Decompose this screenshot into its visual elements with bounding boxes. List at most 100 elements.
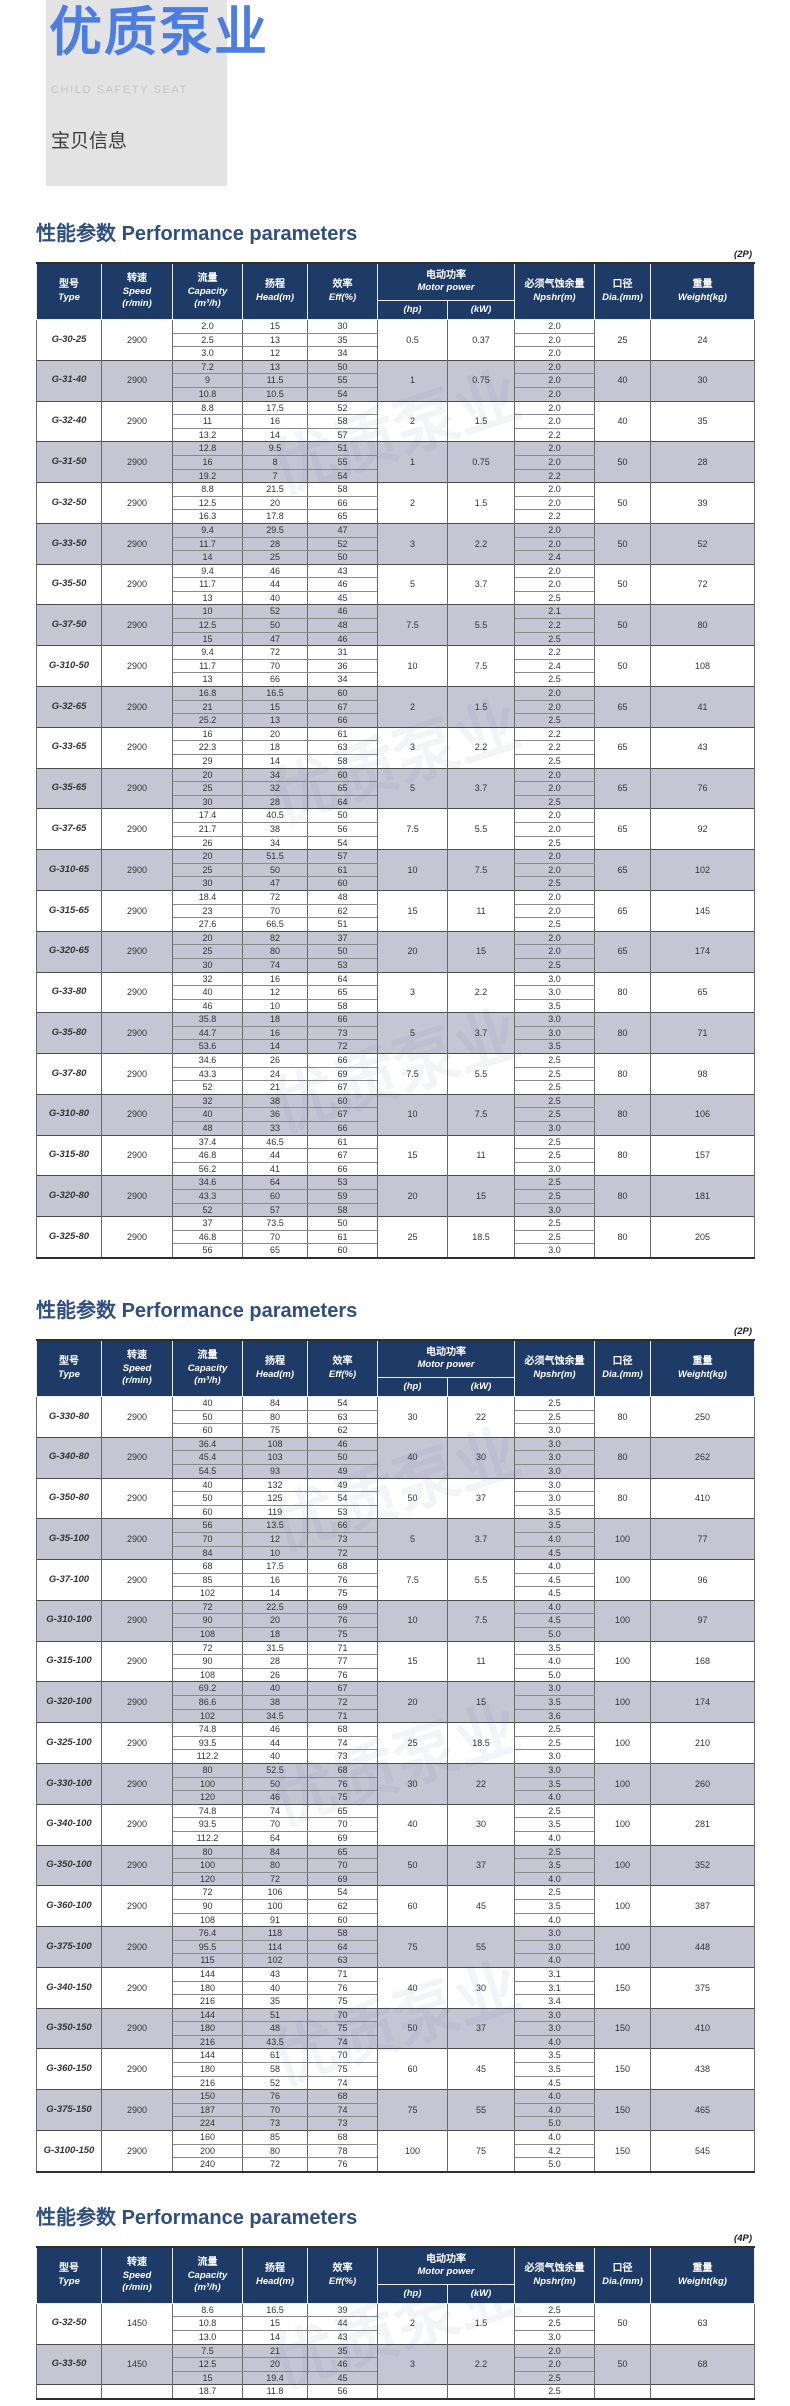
head-value: 14 bbox=[242, 1039, 308, 1054]
table-row: G-33-50 2900 9.4 29.5 47 3 2.2 2.0 50 52 bbox=[36, 522, 755, 565]
col-header-eff-label: 效率 bbox=[332, 1356, 353, 1368]
eff-value: 66 bbox=[307, 496, 378, 511]
col-header-capacity-label: Capacity bbox=[187, 1362, 228, 1374]
table-row: 3.0 12 34 2.0 bbox=[37, 346, 755, 361]
speed-cell: 2900 bbox=[101, 2007, 173, 2049]
npshr-value: 4.0 bbox=[514, 1872, 595, 1886]
npshr-value: 4.0 bbox=[514, 2035, 595, 2049]
table-row: G-310-80 2900 32 38 60 10 7.5 2.5 80 106 bbox=[36, 1093, 755, 1136]
performance-section: 性能参数 Performance parameters(4P)优质泵业型号Typ… bbox=[36, 2206, 755, 2401]
table-row: 216 52 74 4.5 bbox=[37, 2076, 755, 2090]
table-row: 52 57 58 3.0 bbox=[37, 1203, 755, 1217]
dia-cell: 80 bbox=[594, 971, 651, 1013]
kw-cell: 75 bbox=[447, 2130, 515, 2172]
capacity-value: 46.8 bbox=[172, 1148, 243, 1163]
eff-value: 53 bbox=[307, 1505, 378, 1519]
weight-cell: 210 bbox=[650, 1722, 755, 1764]
npshr-value: 3.5 bbox=[514, 1640, 595, 1656]
npshr-value: 2.5 bbox=[514, 1410, 595, 1425]
head-value: 74 bbox=[242, 1803, 308, 1819]
capacity-value: 120 bbox=[172, 1790, 243, 1805]
weight-cell: 352 bbox=[650, 1844, 755, 1886]
table-header-row: 型号 Type 转速 Speed (r/min) 流量 Capacity (m³/h) 扬程 He… bbox=[36, 262, 755, 320]
speed-cell: 2900 bbox=[101, 1599, 173, 1642]
speed-cell: 2900 bbox=[101, 2048, 173, 2090]
npshr-value: 4.0 bbox=[514, 1913, 595, 1927]
model-cell: G-320-65 bbox=[36, 930, 102, 972]
head-value: 47 bbox=[242, 632, 308, 646]
capacity-value: 9.4 bbox=[172, 563, 243, 579]
head-value: 16.5 bbox=[242, 686, 308, 701]
capacity-value: 180 bbox=[172, 1981, 243, 1996]
weight-cell: 181 bbox=[650, 1175, 755, 1217]
col-header-capacity-label: (m³/h) bbox=[194, 1374, 221, 1386]
capacity-value: 46.8 bbox=[172, 1230, 243, 1245]
eff-value: 68 bbox=[307, 2130, 378, 2145]
kw-cell: 0.37 bbox=[447, 319, 515, 361]
head-value: 20 bbox=[242, 496, 308, 511]
kw-cell: 3.7 bbox=[447, 767, 515, 809]
table-row: 44.7 16 73 3.0 bbox=[37, 1026, 755, 1041]
col-header-type-label: Type bbox=[58, 291, 80, 303]
eff-value: 54 bbox=[307, 387, 378, 402]
table-row: 21.7 38 56 2.0 bbox=[37, 822, 755, 837]
head-value: 26 bbox=[242, 1053, 308, 1068]
capacity-value: 13.2 bbox=[172, 428, 243, 442]
col-header-motor-power: 电动功率 Motor power bbox=[377, 2246, 515, 2285]
col-header-eff-label: Eff(%) bbox=[328, 2275, 357, 2287]
head-value: 14 bbox=[242, 1586, 308, 1601]
capacity-value: 108 bbox=[172, 1668, 243, 1682]
npshr-value: 2.5 bbox=[514, 2302, 595, 2318]
dia-cell: 65 bbox=[594, 726, 651, 769]
eff-value: 56 bbox=[307, 822, 378, 837]
head-value: 103 bbox=[242, 1450, 308, 1465]
eff-value: 65 bbox=[307, 985, 378, 1000]
dia-cell: 100 bbox=[594, 1681, 651, 1723]
npshr-value: 2.2 bbox=[514, 645, 595, 660]
model-cell: G-350-100 bbox=[36, 1844, 102, 1886]
col-header-hp: (hp) bbox=[377, 2283, 448, 2304]
capacity-value: 27.6 bbox=[172, 917, 243, 932]
eff-value: 62 bbox=[307, 1423, 378, 1438]
dia-cell: 80 bbox=[594, 1093, 651, 1136]
head-value: 12 bbox=[242, 1532, 308, 1547]
head-value: 17.5 bbox=[242, 400, 308, 416]
eff-value: 76 bbox=[307, 1981, 378, 1996]
capacity-value: 3.0 bbox=[172, 346, 243, 361]
capacity-value: 13.0 bbox=[172, 2330, 243, 2345]
col-header-speed-label: Speed bbox=[122, 2269, 152, 2281]
head-value: 84 bbox=[242, 1844, 308, 1860]
head-value: 18 bbox=[242, 740, 308, 755]
capacity-value: 10 bbox=[172, 604, 243, 620]
weight-cell: 387 bbox=[650, 1885, 755, 1927]
performance-table: 型号 Type 转速 Speed (r/min) 流量 Capacity (m³/h) 扬程 He… bbox=[36, 262, 755, 1259]
col-header-eff: 效率 Eff(%) bbox=[307, 2246, 378, 2304]
table-row: G-360-150 2900 144 61 70 60 45 3.5 150 438 bbox=[36, 2048, 755, 2090]
eff-value: 56 bbox=[307, 2384, 378, 2399]
npshr-value: 2.0 bbox=[514, 944, 595, 959]
head-value: 80 bbox=[242, 1410, 308, 1425]
model-cell: G-37-100 bbox=[36, 1559, 102, 1601]
kw-cell: 22 bbox=[447, 1395, 515, 1438]
head-value: 74 bbox=[242, 958, 308, 972]
head-value: 46 bbox=[242, 563, 308, 579]
col-header-capacity: 流量 Capacity (m³/h) bbox=[172, 2246, 243, 2304]
npshr-value: 2.0 bbox=[514, 496, 595, 511]
col-header-kw-label: (kW) bbox=[470, 2287, 492, 2299]
head-value: 64 bbox=[242, 1175, 308, 1190]
head-value: 14 bbox=[242, 428, 308, 442]
eff-value: 43 bbox=[307, 563, 378, 579]
col-header-capacity-label: (m³/h) bbox=[194, 2281, 221, 2293]
eff-value: 76 bbox=[307, 1777, 378, 1792]
head-value: 15 bbox=[242, 2316, 308, 2331]
table-row: G-320-65 2900 20 82 37 20 15 2.0 65 174 bbox=[36, 930, 755, 972]
dia-cell: 65 bbox=[594, 767, 651, 809]
npshr-value: 2.0 bbox=[514, 359, 595, 375]
dia-cell: 100 bbox=[594, 1926, 651, 1968]
eff-value: 61 bbox=[307, 726, 378, 742]
eff-value: 50 bbox=[307, 359, 378, 375]
npshr-value: 2.2 bbox=[514, 618, 595, 633]
speed-cell: 2900 bbox=[101, 2130, 173, 2172]
head-value: 9.5 bbox=[242, 441, 308, 456]
capacity-value: 30 bbox=[172, 958, 243, 972]
